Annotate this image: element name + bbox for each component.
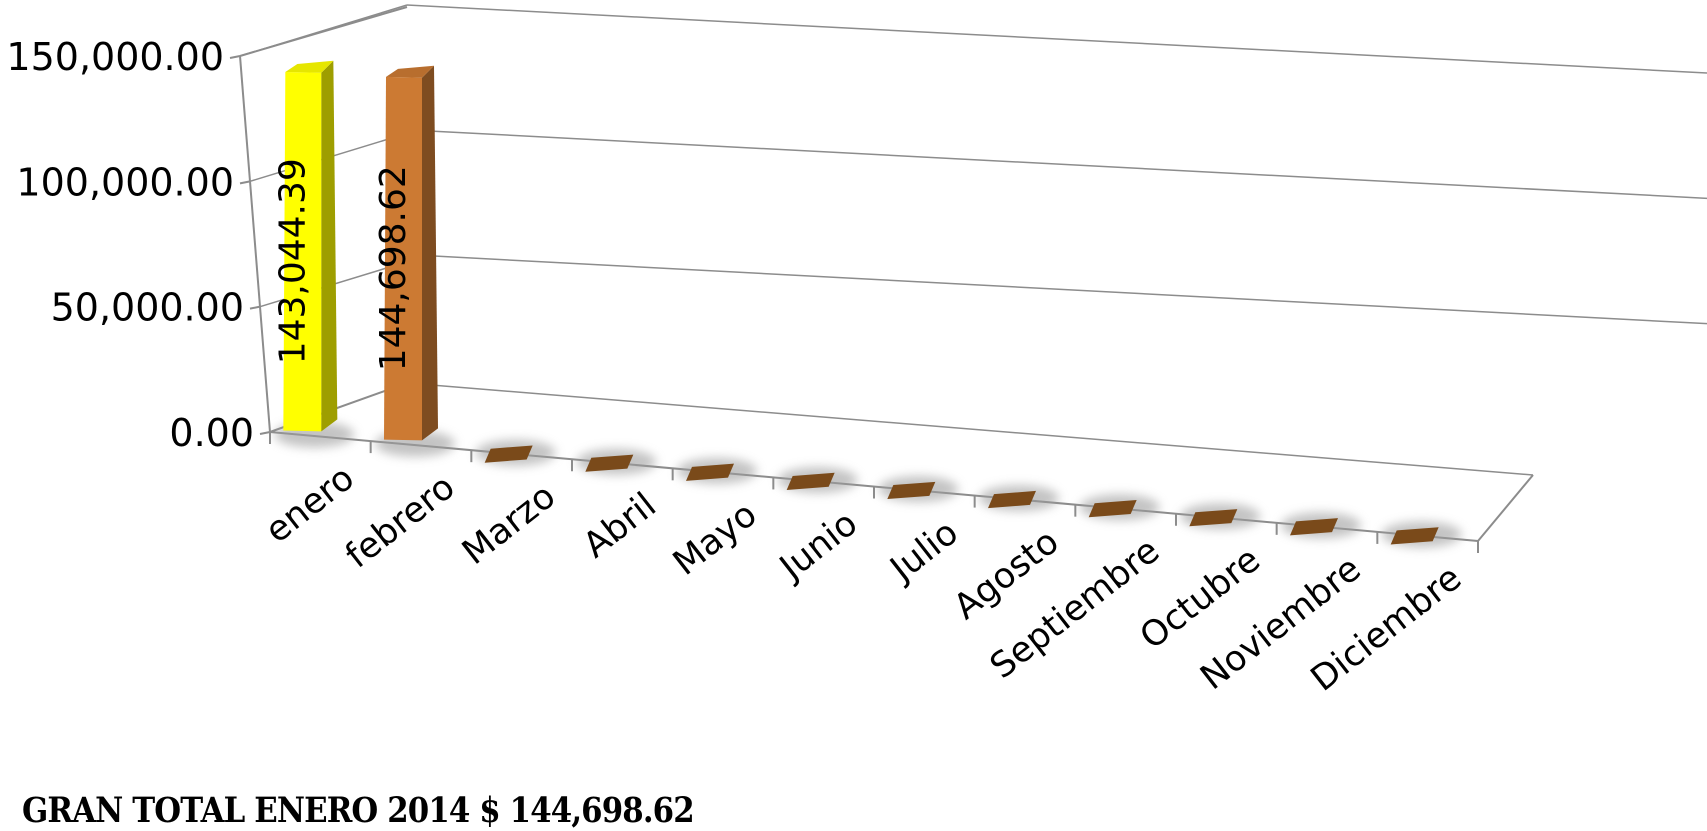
floor-right-edge: [1477, 474, 1534, 542]
bar-top-enero: [285, 60, 334, 73]
x-category-label: Junio: [771, 504, 865, 590]
gridline: [406, 4, 1707, 74]
y-tick-mark: [249, 305, 261, 310]
gridlines: [239, 4, 1707, 476]
bar-Mayo: [686, 463, 734, 481]
y-tick-label: 0.00: [169, 411, 254, 455]
y-tick-label: 150,000.00: [6, 35, 224, 79]
bar-side-enero: [321, 60, 338, 432]
bar-febrero: [384, 76, 422, 441]
gridline: [406, 382, 1534, 476]
y-tick-label: 50,000.00: [51, 286, 244, 330]
gridline: [426, 254, 1707, 325]
bar-Agosto: [988, 490, 1036, 509]
bar-side-febrero: [422, 65, 438, 441]
bar-Junio: [786, 472, 835, 490]
x-category-label: Abril: [576, 485, 664, 566]
y-tick-mark: [259, 431, 271, 435]
y-tick-label: 100,000.00: [16, 160, 234, 204]
data-label: 144,698.62: [373, 165, 414, 371]
bar-Abril: [585, 454, 634, 472]
bar-enero: [283, 71, 322, 432]
bar-Julio: [887, 481, 936, 500]
data-label: 143,044.39: [272, 158, 313, 364]
y-tick-mark: [229, 55, 241, 59]
grand-total-text: GRAN TOTAL ENERO 2014 $ 144,698.62: [22, 790, 695, 831]
x-category-label: Julio: [882, 513, 966, 591]
bar-Diciembre: [1390, 527, 1439, 545]
x-category-label: Marzo: [455, 476, 563, 573]
y-axis-line: [239, 55, 271, 433]
gridline: [416, 129, 1707, 200]
bar-Marzo: [484, 445, 533, 463]
bar-Octubre: [1189, 509, 1238, 527]
bar-top-febrero: [386, 65, 434, 78]
y-axis-ticks: 0.00 50,000.00 100,000.00 150,000.00: [6, 35, 271, 455]
bar-Septiembre: [1088, 500, 1137, 518]
gridline-side: [239, 4, 408, 57]
bars: 143,044.39 144,698.62: [272, 60, 1462, 548]
bar-Noviembre: [1290, 518, 1338, 536]
x-category-label: enero: [258, 458, 362, 551]
x-category-label: Mayo: [666, 494, 765, 583]
y-tick-mark: [239, 180, 251, 185]
